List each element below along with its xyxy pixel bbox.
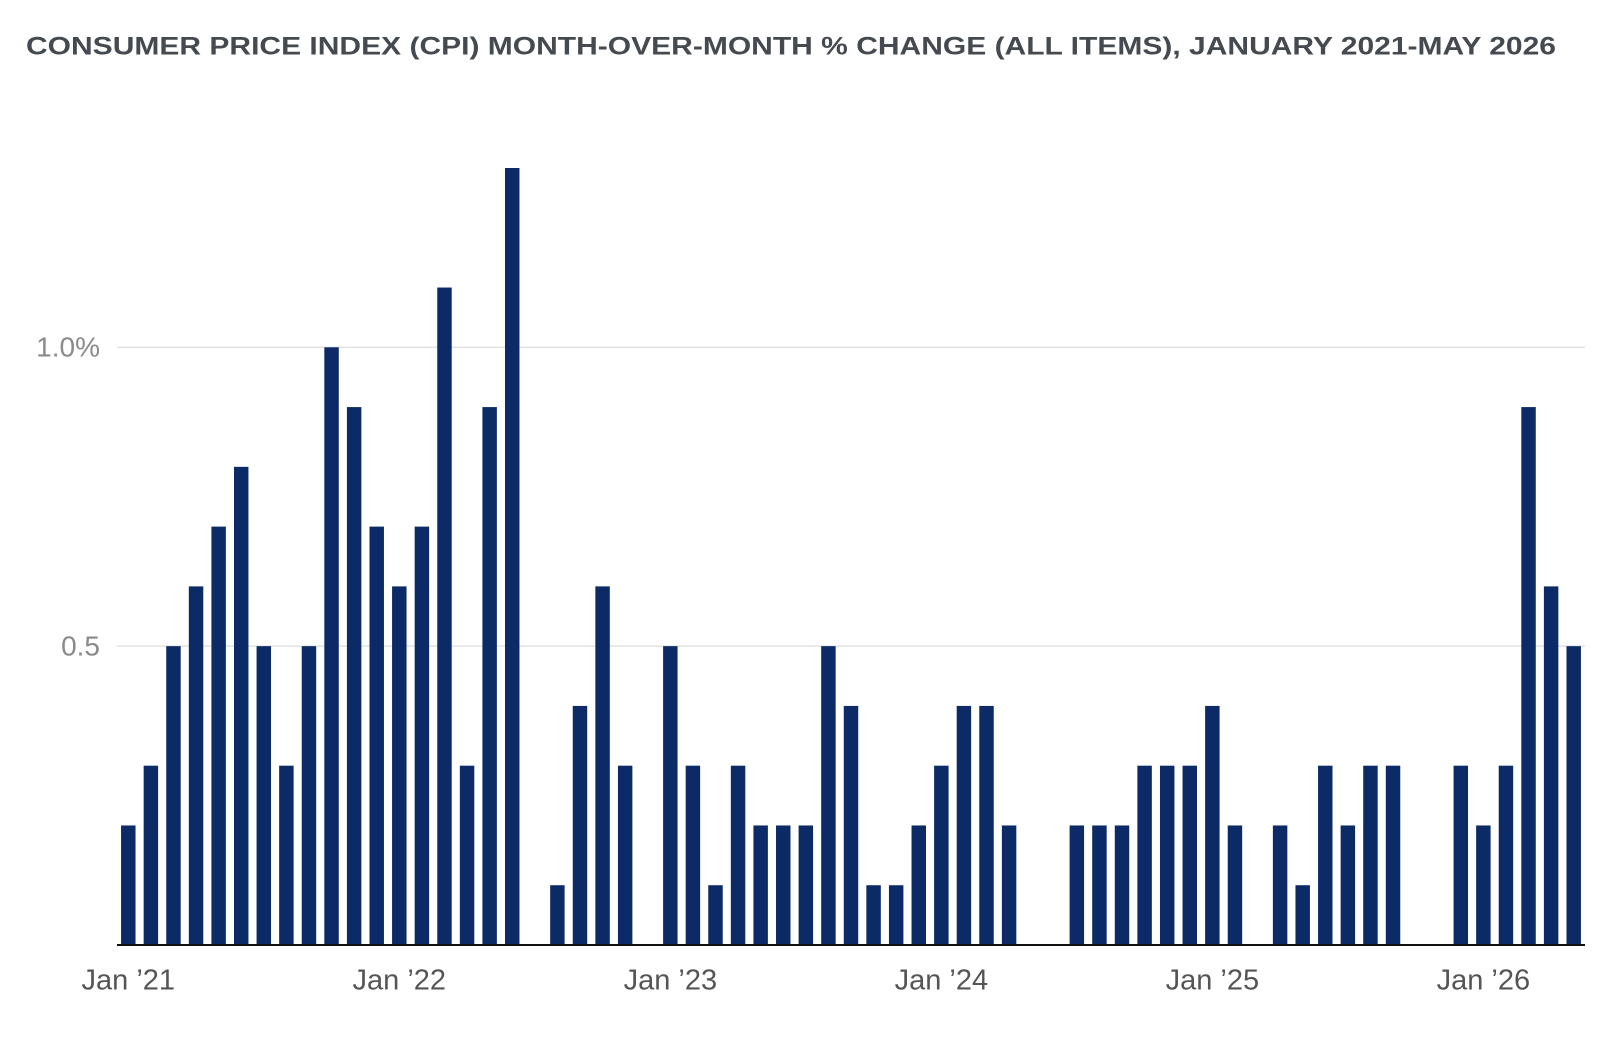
bar: [595, 586, 610, 945]
bar: [1182, 765, 1197, 945]
y-tick-label: 0.5: [61, 631, 100, 662]
bar: [934, 765, 949, 945]
bar: [572, 705, 588, 945]
grid: [117, 346, 1585, 647]
bar: [1521, 407, 1536, 946]
bar: [821, 646, 836, 945]
labels: 0.5 1.0% Jan ’21 Jan ’22 Jan ’23 Jan ’24 Jan ’…: [36, 332, 1530, 997]
bar: [211, 526, 226, 945]
bar: [866, 885, 881, 945]
bar: [1069, 825, 1085, 945]
bar: [843, 705, 859, 945]
bar: [798, 825, 814, 945]
bar: [1385, 765, 1401, 945]
x-tick-label: Jan ’21: [82, 965, 176, 997]
bar: [1159, 765, 1175, 945]
bar: [437, 287, 452, 945]
bar: [1137, 765, 1152, 945]
bar: [979, 705, 994, 945]
bar: [301, 646, 317, 945]
bar: [956, 705, 972, 945]
bar: [550, 885, 565, 945]
bar: [1543, 586, 1559, 945]
bar: [279, 765, 294, 945]
bar: [346, 407, 362, 946]
bar: [730, 765, 746, 945]
x-tick-label: Jan ’23: [624, 965, 718, 997]
bar: [1476, 825, 1491, 945]
bar: [1498, 765, 1514, 945]
x-tick-label: Jan ’26: [1437, 965, 1531, 997]
bar: [685, 765, 701, 945]
bar: [911, 825, 926, 945]
bar: [188, 586, 204, 945]
bar: [369, 526, 384, 945]
bar: [1114, 825, 1130, 945]
bar: [1566, 646, 1581, 945]
bar: [888, 885, 904, 945]
bar: [1318, 765, 1333, 945]
bar: [459, 765, 475, 945]
bar: [256, 646, 272, 945]
bar: [617, 765, 633, 945]
bar: [1227, 825, 1243, 945]
bar: [1272, 825, 1288, 945]
x-tick-label: Jan ’25: [1166, 965, 1260, 997]
bar: [1001, 825, 1017, 945]
bar: [414, 526, 430, 945]
bar: [708, 885, 723, 945]
bar: [776, 825, 791, 945]
bar: [1092, 825, 1107, 945]
bar: [324, 347, 339, 945]
bar: [482, 407, 497, 946]
bar: [1205, 705, 1220, 945]
x-tick-label: Jan ’24: [895, 965, 989, 997]
bar: [166, 646, 181, 945]
bar: [505, 168, 520, 945]
chart-title: CONSUMER PRICE INDEX (CPI) MONTH-OVER-MO…: [26, 33, 1556, 61]
bar: [1295, 885, 1310, 945]
bar: [121, 825, 136, 945]
bar: [663, 646, 678, 945]
y-tick-label: 1.0%: [36, 332, 100, 363]
bar: [753, 825, 768, 945]
bar: [1340, 825, 1356, 945]
bars: [121, 168, 1581, 946]
bar: [233, 466, 249, 945]
x-tick-label: Jan ’22: [353, 965, 447, 997]
bar: [1453, 765, 1469, 945]
bar: [1363, 765, 1378, 945]
bar: [392, 586, 407, 945]
bar: [143, 765, 159, 945]
